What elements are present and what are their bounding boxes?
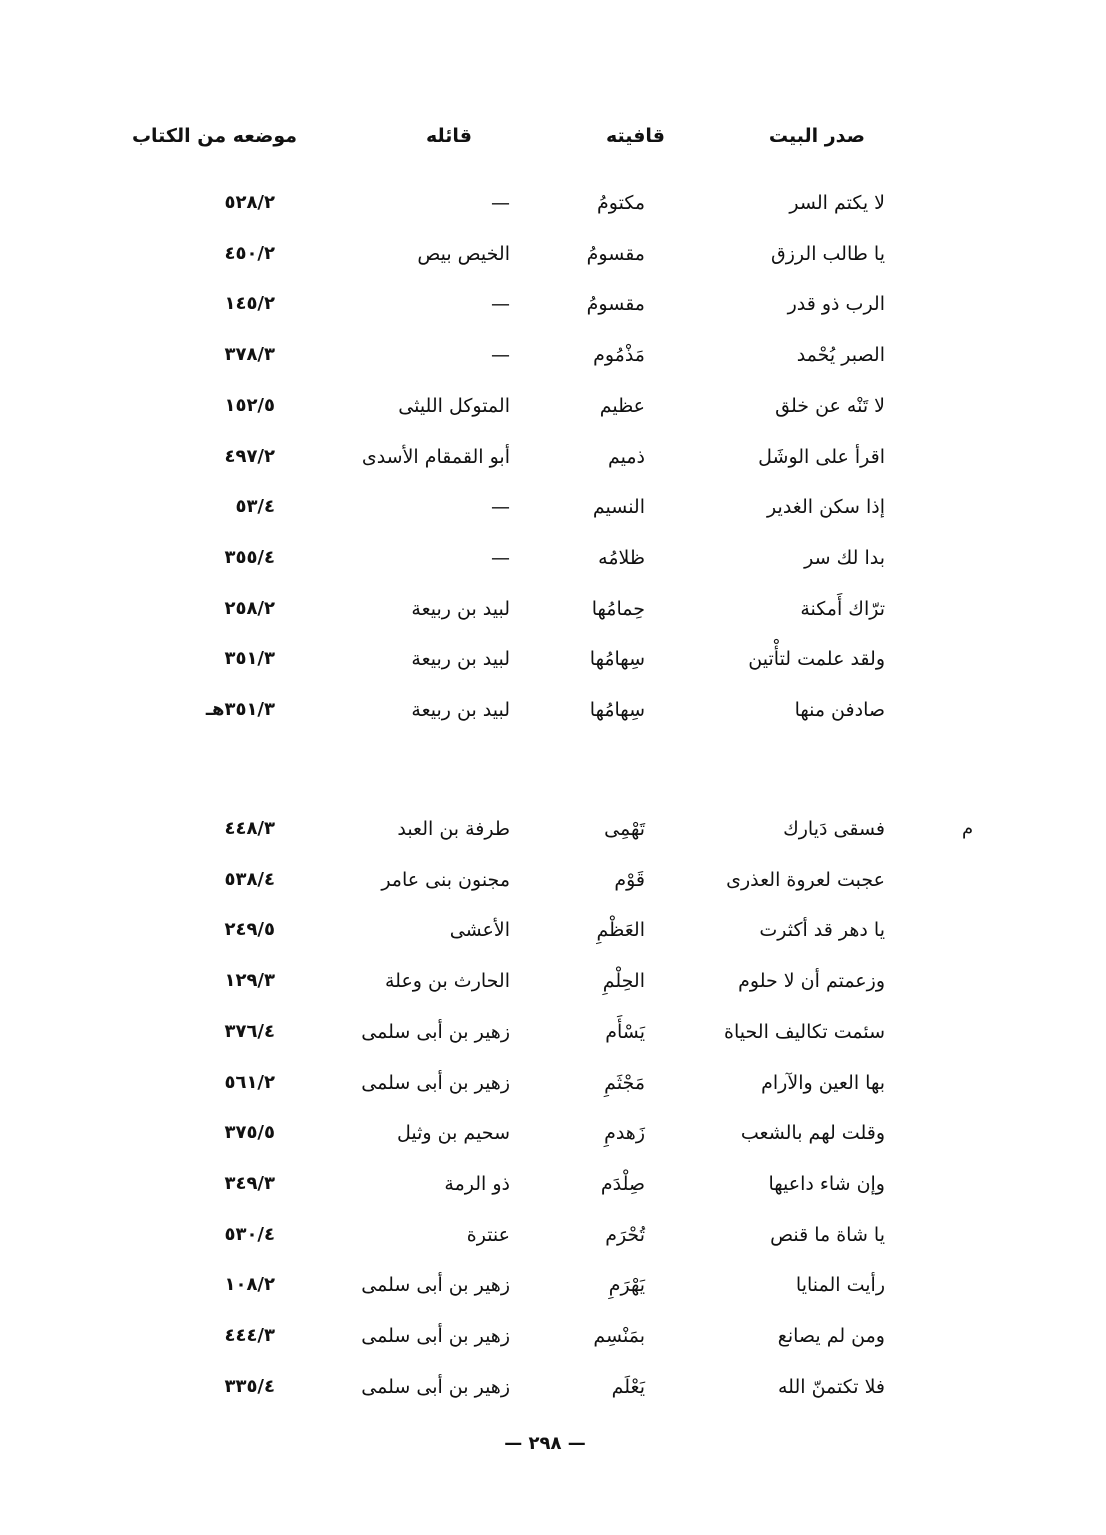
- cell-location: ٣٧٥/٥: [224, 1122, 275, 1144]
- cell-poet: —: [491, 546, 510, 569]
- cell-verse: ومن لم يصانع: [777, 1325, 885, 1347]
- cell-rhyme: مَذْمُوم: [593, 344, 645, 367]
- cell-verse: إذا سكن الغدير: [767, 496, 885, 519]
- cell-rhyme: الحِلْمِ: [602, 970, 645, 993]
- cell-location: ٣٥١/٣: [224, 648, 275, 670]
- cell-rhyme: يَهْرَمِ: [608, 1274, 645, 1297]
- cell-rhyme: صِلْدَم: [600, 1172, 645, 1195]
- cell-rhyme: بمَنْسِم: [593, 1325, 645, 1347]
- cell-poet: زهير بن أبى سلمى: [361, 1325, 510, 1347]
- cell-rhyme: مَجْثَمِ: [604, 1071, 645, 1094]
- header-verse-start: صدر البيت: [768, 125, 865, 147]
- cell-verse: ولقد علمت لتأْتين: [748, 648, 885, 671]
- cell-poet: زهير بن أبى سلمى: [361, 1020, 510, 1043]
- cell-location: ٥٢٨/٢: [224, 192, 275, 213]
- cell-rhyme: مقسومُ: [586, 293, 645, 316]
- cell-location: ٣٤٩/٣: [224, 1172, 275, 1194]
- cell-verse: صادفن منها: [794, 699, 885, 721]
- cell-location: ٥٣٠/٤: [224, 1223, 275, 1245]
- cell-rhyme: ظلامُه: [598, 546, 645, 569]
- cell-location: ١٠٨/٢: [224, 1274, 275, 1296]
- cell-poet: ذو الرمة: [444, 1172, 510, 1195]
- cell-rhyme: حِمامُها: [591, 597, 645, 620]
- cell-rhyme: ذميم: [607, 445, 645, 468]
- cell-verse: عجبت لعروة العذرى: [726, 868, 885, 891]
- cell-poet: الحارث بن وعلة: [384, 970, 510, 993]
- cell-rhyme: مكتومُ: [597, 192, 645, 214]
- cell-rhyme: تُحْرَم: [605, 1223, 645, 1246]
- cell-poet: طرفة بن العبد: [397, 818, 510, 840]
- cell-poet: زهير بن أبى سلمى: [361, 1274, 510, 1297]
- cell-location: ٤٩٧/٢: [224, 445, 275, 467]
- cell-location: ٢٤٩/٥: [224, 919, 275, 941]
- page-number: — ٢٩٨ —: [504, 1433, 586, 1454]
- cell-location: ٣٧٨/٣: [224, 344, 275, 366]
- cell-verse: لا تَنْه عن خلق: [775, 394, 885, 417]
- cell-rhyme: سِهامُها: [589, 699, 645, 721]
- cell-rhyme: العَظْمِ: [596, 919, 645, 942]
- cell-verse: وقلت لهم بالشعب: [740, 1122, 885, 1145]
- cell-rhyme: يَعْلَم: [611, 1375, 645, 1398]
- cell-rhyme: قَوْم: [614, 868, 645, 891]
- cell-location: ٥٣/٤: [235, 496, 275, 518]
- cell-poet: عنترة: [466, 1223, 510, 1246]
- cell-poet: —: [491, 293, 510, 316]
- cell-location: ٣٥١/٣هـ: [205, 699, 275, 720]
- cell-location: ٣٧٦/٤: [224, 1020, 275, 1042]
- margin-letter: م: [962, 818, 974, 839]
- cell-verse: بها العين والآرام: [761, 1071, 885, 1094]
- cell-rhyme: النسيم: [592, 496, 645, 519]
- cell-poet: لبيد بن ربيعة: [411, 648, 510, 671]
- cell-location: ٥٣٨/٤: [224, 868, 275, 890]
- cell-poet: زهير بن أبى سلمى: [361, 1375, 510, 1398]
- cell-location: ١٢٩/٣: [224, 970, 275, 992]
- cell-verse: وإن شاء داعيها: [768, 1172, 886, 1195]
- cell-rhyme: عظيم: [599, 394, 645, 417]
- cell-verse: سئمت تكاليف الحياة: [724, 1020, 885, 1043]
- cell-poet: أبو القمقام الأسدى: [361, 445, 510, 468]
- cell-rhyme: تَهْمِى: [604, 818, 645, 840]
- cell-verse: يا شاة ما قنص: [770, 1223, 885, 1246]
- cell-poet: —: [491, 192, 510, 214]
- cell-verse: فلا تكتمنّ الله: [777, 1375, 885, 1398]
- cell-poet: الخيص بيص: [417, 242, 510, 265]
- cell-verse: الصبر يُحْمد: [796, 344, 885, 367]
- cell-verse: الرب ذو قدر: [787, 293, 885, 316]
- cell-poet: لبيد بن ربيعة: [411, 699, 510, 721]
- cell-location: ٤٤٨/٣: [224, 818, 275, 839]
- cell-poet: لبيد بن ربيعة: [411, 597, 510, 620]
- cell-poet: الأعشى: [449, 919, 510, 942]
- cell-location: ٣٥٥/٤: [224, 546, 275, 568]
- cell-rhyme: مقسومُ: [586, 242, 645, 265]
- header-location: موضعه من الكتاب: [131, 125, 297, 147]
- cell-poet: زهير بن أبى سلمى: [361, 1071, 510, 1094]
- cell-location: ٢٥٨/٢: [224, 597, 275, 619]
- cell-verse: فسقى دَيارك: [783, 818, 885, 840]
- cell-location: ١٤٥/٢: [224, 293, 275, 315]
- cell-poet: —: [491, 344, 510, 367]
- cell-rhyme: زَهدمِ: [604, 1122, 645, 1145]
- cell-location: ٥٦١/٢: [224, 1071, 275, 1093]
- cell-rhyme: يَسْأَم: [605, 1020, 645, 1043]
- cell-verse: يا طالب الرزق: [771, 242, 885, 265]
- cell-verse: لا يكتم السر: [789, 192, 885, 214]
- cell-location: ٣٣٥/٤: [224, 1375, 275, 1397]
- cell-rhyme: سِهامُها: [589, 648, 645, 671]
- cell-verse: يا دهر قد أكثرت: [759, 919, 885, 942]
- cell-verse: وزعمتم أن لا حلوم: [738, 970, 885, 993]
- cell-poet: مجنون بنى عامر: [381, 868, 510, 891]
- cell-verse: ترّاك أَمكنة: [800, 597, 885, 620]
- cell-location: ١٥٢/٥: [224, 394, 275, 416]
- cell-poet: المتوكل الليثى: [398, 394, 510, 417]
- header-poet: قائله: [426, 125, 472, 147]
- cell-location: ٤٤٤/٣: [224, 1325, 275, 1346]
- cell-poet: —: [491, 496, 510, 519]
- cell-poet: سحيم بن وثيل: [397, 1122, 510, 1145]
- cell-verse: بدا لك سر: [804, 546, 885, 569]
- cell-verse: رأيت المنايا: [795, 1274, 885, 1297]
- cell-location: ٤٥٠/٢: [224, 242, 275, 264]
- header-rhyme: قافيته: [605, 125, 665, 147]
- cell-verse: اقرأ على الوشَل: [758, 445, 885, 468]
